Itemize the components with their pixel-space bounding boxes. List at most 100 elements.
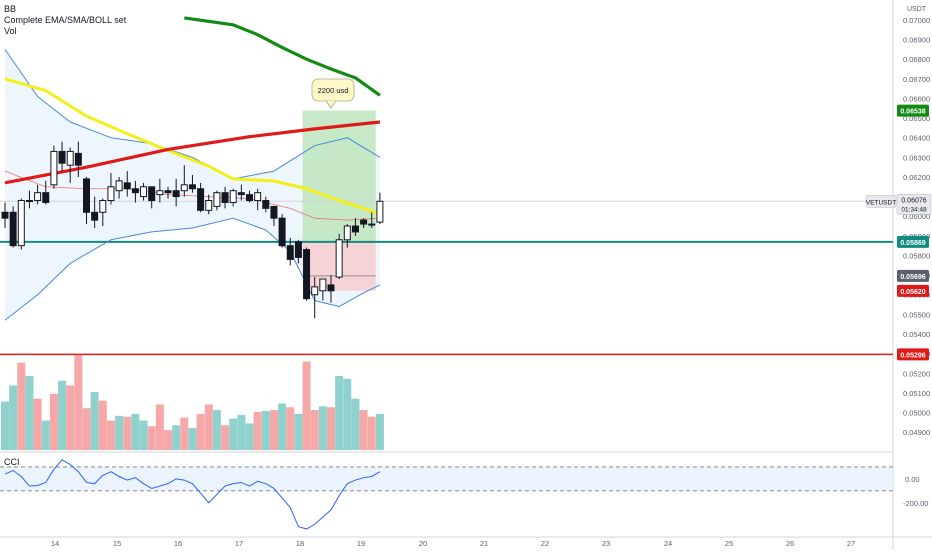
x-tick-label: 20	[419, 539, 427, 548]
candle-body	[262, 200, 270, 209]
candle-body	[164, 190, 172, 194]
candle-body	[197, 188, 205, 211]
candle	[131, 180, 139, 203]
volume-bar	[327, 407, 335, 450]
x-tick-label: 16	[174, 539, 182, 548]
target-price-badge-text: 0.06538	[900, 109, 925, 116]
annotation-pointer	[325, 100, 337, 109]
gray-price-badge-bg	[897, 269, 929, 282]
volume-bar	[155, 404, 164, 450]
candle	[148, 186, 156, 209]
current-price-bg	[896, 194, 932, 215]
volume-bar	[367, 416, 376, 450]
candle	[91, 196, 99, 228]
volume-bar	[41, 420, 50, 450]
gray-price-badge: 0.05696	[897, 269, 929, 282]
green-ema-line	[184, 16, 381, 97]
candle	[213, 190, 221, 211]
indicator-legend: BB Complete EMA/SMA/BOLL set Vol	[4, 4, 126, 37]
symbol-tag-text: VETUSDT	[866, 199, 896, 206]
candle	[327, 275, 335, 303]
volume-bar	[115, 415, 124, 450]
red-level-badge-text: 0.05296	[900, 352, 925, 359]
entry-price-badge-bg	[897, 235, 929, 248]
candle-body	[229, 190, 237, 203]
bb-upper-line	[4, 49, 381, 180]
candle-body	[74, 152, 82, 166]
volume-bar	[212, 410, 221, 450]
x-tick-label: 19	[357, 539, 365, 548]
candle-body	[148, 186, 156, 202]
y-tick-label: 0.05000	[903, 409, 930, 418]
y-tick-label: 0.06800	[903, 55, 930, 64]
volume-bar	[343, 378, 352, 450]
candle	[50, 145, 58, 189]
stop-price-badge: 0.05620	[897, 284, 929, 297]
volume-bar	[90, 392, 99, 450]
volume-bar	[1, 401, 9, 450]
candle	[66, 147, 74, 183]
candle	[115, 176, 123, 199]
candle-body	[376, 200, 384, 223]
candle	[9, 206, 17, 248]
candle	[99, 198, 107, 227]
volume-bar	[245, 423, 254, 450]
candle	[34, 184, 42, 205]
candle-body	[205, 200, 213, 211]
x-tick-label: 18	[296, 539, 304, 548]
countdown-text: 01:34:48	[901, 206, 927, 213]
stop-price-badge-text: 0.05620	[900, 289, 925, 296]
candle	[335, 233, 343, 280]
volume-bar	[302, 361, 311, 450]
volume-bar	[221, 425, 230, 450]
y-tick-label: 0.06900	[903, 36, 930, 45]
volume-bar	[359, 410, 368, 450]
volume-bar	[188, 428, 197, 450]
y-tick-label: 0.06000	[903, 212, 930, 221]
cci-tick-label: 0.00	[905, 475, 920, 484]
candle	[254, 188, 262, 211]
volume-bar	[269, 410, 278, 450]
volume-bar	[278, 403, 287, 450]
legend-bb[interactable]: BB	[4, 4, 17, 14]
volume-bar	[17, 362, 26, 450]
candle	[197, 182, 205, 213]
y-tick-label: 0.07000	[903, 16, 930, 25]
volume-bar	[172, 425, 181, 450]
y-tick-label: 0.05100	[903, 389, 930, 398]
candle-body	[1, 211, 9, 219]
volume-bar	[335, 375, 344, 450]
legend-ema-sma-boll[interactable]: Complete EMA/SMA/BOLL set	[4, 15, 127, 25]
x-tick-label: 17	[235, 539, 243, 548]
candle-body	[335, 239, 343, 278]
candle-body	[156, 190, 164, 196]
volume-bar	[196, 413, 205, 450]
cci-pane-label[interactable]: CCI	[4, 457, 20, 467]
volume-bar	[318, 406, 327, 450]
candle-body	[172, 190, 180, 198]
cci-line	[4, 459, 381, 530]
candle	[376, 192, 384, 225]
x-tick-label: 21	[480, 539, 488, 548]
candle	[311, 277, 319, 319]
candle	[368, 212, 376, 228]
candle	[237, 184, 245, 201]
candle	[156, 178, 164, 203]
candle	[107, 173, 115, 205]
volume-bar	[49, 393, 58, 450]
candle	[319, 278, 327, 301]
y-tick-label: 0.05800	[903, 251, 930, 260]
candle	[221, 186, 229, 209]
candle-body	[66, 150, 74, 166]
candle-body	[140, 186, 148, 198]
volume-bar	[253, 412, 262, 450]
x-tick-label: 24	[664, 539, 672, 548]
volume-bar	[261, 411, 270, 450]
candle	[286, 237, 294, 266]
candle	[303, 247, 311, 301]
legend-vol[interactable]: Vol	[4, 26, 17, 36]
candle-body	[99, 200, 107, 213]
x-tick-label: 15	[113, 539, 121, 548]
